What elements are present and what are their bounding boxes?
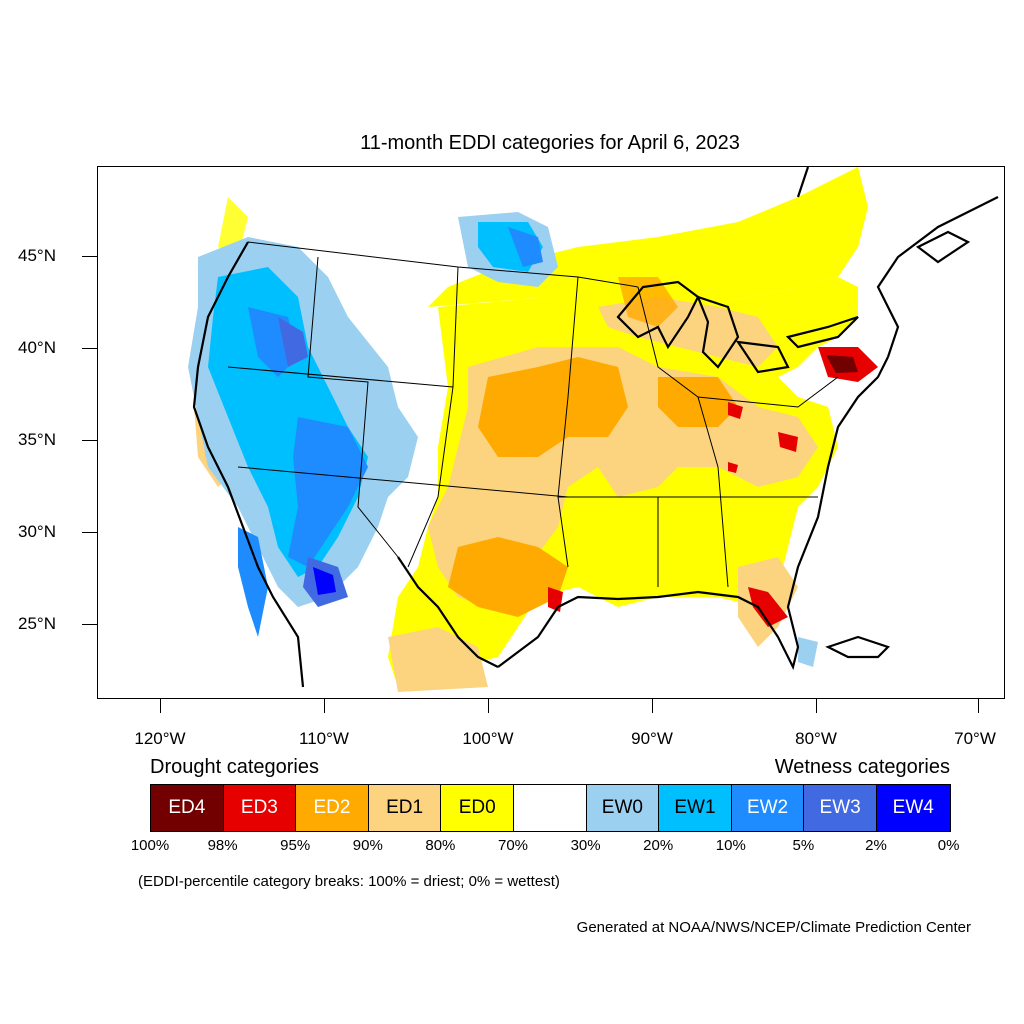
- legend-break-label: 10%: [715, 837, 746, 854]
- legend-break-label: 90%: [352, 837, 383, 854]
- lon-tick: [978, 698, 979, 713]
- legend-break-label: 95%: [280, 837, 311, 854]
- legend-cell-ew2: EW2: [731, 785, 805, 831]
- legend-cell-ew3: EW3: [804, 785, 877, 831]
- lon-label-120: 120°W: [134, 729, 186, 748]
- legend-cell-ed2: ED2: [296, 785, 369, 831]
- lat-label-30: 30°N: [18, 522, 56, 541]
- legend-break-label: 70%: [497, 837, 529, 854]
- drought-heading: Drought categories: [150, 756, 319, 778]
- lon-tick: [324, 698, 325, 713]
- legend-break-label: 30%: [570, 837, 601, 854]
- ed3-ed4-hotspots: [203, 347, 878, 627]
- lon-tick: [488, 698, 489, 713]
- coastline: [192, 167, 999, 688]
- lat-tick: [82, 440, 97, 441]
- legend-cell-neutral: [513, 785, 587, 831]
- legend-cell-ed1: ED1: [368, 785, 442, 831]
- eddi-map-canvas: [188, 167, 999, 692]
- legend-bar: ED4 ED3 ED2 ED1 ED0 EW0 EW1 EW2 EW3 EW4: [150, 784, 951, 832]
- legend-break-label: 5%: [792, 837, 815, 854]
- legend-break-label: 2%: [865, 837, 887, 854]
- legend-cell-ed0: ED0: [441, 785, 514, 831]
- legend-cell-ew1: EW1: [659, 785, 732, 831]
- lat-label-25: 25°N: [18, 614, 56, 633]
- lon-tick: [816, 698, 817, 713]
- category-note: (EDDI-percentile category breaks: 100% =…: [138, 873, 560, 890]
- lat-tick: [82, 624, 97, 625]
- lat-label-35: 35°N: [18, 430, 56, 449]
- eddi-map: [97, 166, 1005, 699]
- lat-tick: [82, 532, 97, 533]
- lon-tick: [160, 698, 161, 713]
- legend-break-label: 100%: [130, 837, 170, 854]
- legend-break-label: 20%: [643, 837, 674, 854]
- lon-label-90: 90°W: [631, 729, 673, 748]
- lon-label-110: 110°W: [299, 729, 349, 748]
- ed2-region: [448, 277, 738, 617]
- legend-cell-ew0: EW0: [586, 785, 660, 831]
- wetness-region: [188, 212, 818, 667]
- lat-tick: [82, 256, 97, 257]
- lat-label-45: 45°N: [18, 246, 56, 265]
- lat-tick: [82, 348, 97, 349]
- lon-tick: [652, 698, 653, 713]
- legend-cell-ed3: ED3: [223, 785, 297, 831]
- boundaries: [227, 241, 839, 588]
- lat-label-40: 40°N: [18, 338, 56, 357]
- lon-label-80: 80°W: [795, 729, 837, 748]
- lon-label-100: 100°W: [462, 729, 514, 748]
- legend-break-label: 0%: [937, 837, 960, 854]
- legend-cell-ew4: EW4: [876, 785, 950, 831]
- wetness-heading: Wetness categories: [774, 756, 950, 778]
- map-title: 11-month EDDI categories for April 6, 20…: [360, 132, 740, 154]
- legend-break-label: 98%: [207, 837, 238, 854]
- legend-break-label: 80%: [425, 837, 456, 854]
- lon-label-70: 70°W: [954, 729, 996, 748]
- legend-cell-ed4: ED4: [151, 785, 224, 831]
- credit-line: Generated at NOAA/NWS/NCEP/Climate Predi…: [576, 919, 971, 936]
